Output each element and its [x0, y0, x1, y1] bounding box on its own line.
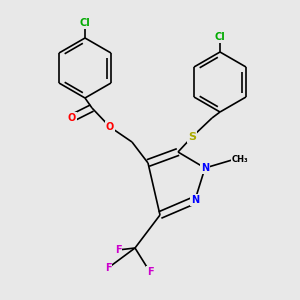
Text: N: N — [191, 195, 199, 205]
Text: F: F — [115, 245, 121, 255]
Text: F: F — [147, 267, 153, 277]
Text: S: S — [188, 132, 196, 142]
Text: Cl: Cl — [214, 32, 225, 42]
Text: CH₃: CH₃ — [232, 155, 249, 164]
Text: O: O — [106, 122, 114, 132]
Text: O: O — [68, 113, 76, 123]
Text: N: N — [201, 163, 209, 173]
Text: Cl: Cl — [80, 18, 90, 28]
Text: F: F — [105, 263, 111, 273]
